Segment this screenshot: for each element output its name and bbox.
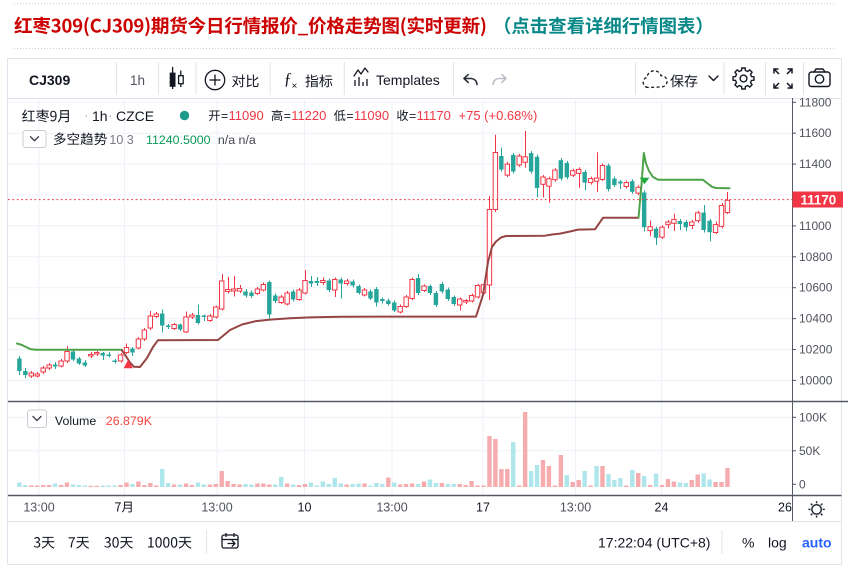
svg-text:1h: 1h — [92, 108, 108, 124]
svg-text:24: 24 — [655, 501, 669, 515]
svg-text:CZCE: CZCE — [116, 108, 154, 124]
svg-text:13:00: 13:00 — [376, 501, 407, 515]
svg-text:Templates: Templates — [376, 72, 440, 88]
svg-text:10800: 10800 — [799, 250, 833, 264]
svg-text:Volume: Volume — [55, 414, 96, 428]
svg-text:17:22:04 (UTC+8): 17:22:04 (UTC+8) — [598, 535, 710, 551]
svg-text:17: 17 — [476, 501, 490, 515]
svg-text:10: 10 — [298, 501, 312, 515]
svg-text:11090: 11090 — [229, 108, 264, 123]
svg-text:100K: 100K — [799, 410, 827, 424]
svg-text:=: = — [221, 109, 228, 123]
svg-text:11000: 11000 — [799, 219, 832, 233]
svg-text:CJ309: CJ309 — [29, 72, 70, 88]
svg-text:11400: 11400 — [799, 157, 832, 171]
svg-text:+75 (+0.68%): +75 (+0.68%) — [459, 108, 538, 123]
svg-text:11240.5000: 11240.5000 — [146, 133, 211, 147]
svg-text:×: × — [292, 81, 298, 92]
svg-text:11170: 11170 — [417, 108, 451, 123]
svg-text:·: · — [84, 107, 89, 123]
svg-text:11800: 11800 — [799, 95, 832, 109]
svg-text:11170: 11170 — [801, 193, 837, 208]
svg-text:13:00: 13:00 — [23, 501, 54, 515]
svg-text:11220: 11220 — [291, 108, 326, 123]
svg-text:10400: 10400 — [799, 312, 833, 326]
svg-text:=: = — [284, 109, 291, 123]
svg-text:11090: 11090 — [354, 108, 389, 123]
svg-text:ƒ: ƒ — [284, 69, 293, 88]
svg-text:auto: auto — [802, 535, 832, 551]
svg-text:n/a n/a: n/a n/a — [218, 133, 256, 147]
svg-text:26.879K: 26.879K — [106, 414, 153, 428]
svg-text:26: 26 — [778, 501, 792, 515]
svg-text:0: 0 — [799, 477, 806, 491]
svg-text:%: % — [742, 535, 754, 551]
svg-text:10000: 10000 — [799, 373, 833, 387]
svg-text:10200: 10200 — [799, 343, 833, 357]
svg-text:10 3: 10 3 — [109, 133, 133, 147]
svg-text:log: log — [768, 535, 787, 551]
svg-text:=: = — [409, 109, 416, 123]
svg-text:10600: 10600 — [799, 281, 833, 295]
svg-text:11600: 11600 — [799, 126, 832, 140]
svg-text:50K: 50K — [799, 444, 820, 458]
svg-text:·: · — [108, 107, 113, 123]
svg-text:1h: 1h — [130, 73, 145, 88]
svg-text:13:00: 13:00 — [560, 501, 591, 515]
svg-text:13:00: 13:00 — [201, 501, 232, 515]
svg-text:=: = — [346, 109, 353, 123]
